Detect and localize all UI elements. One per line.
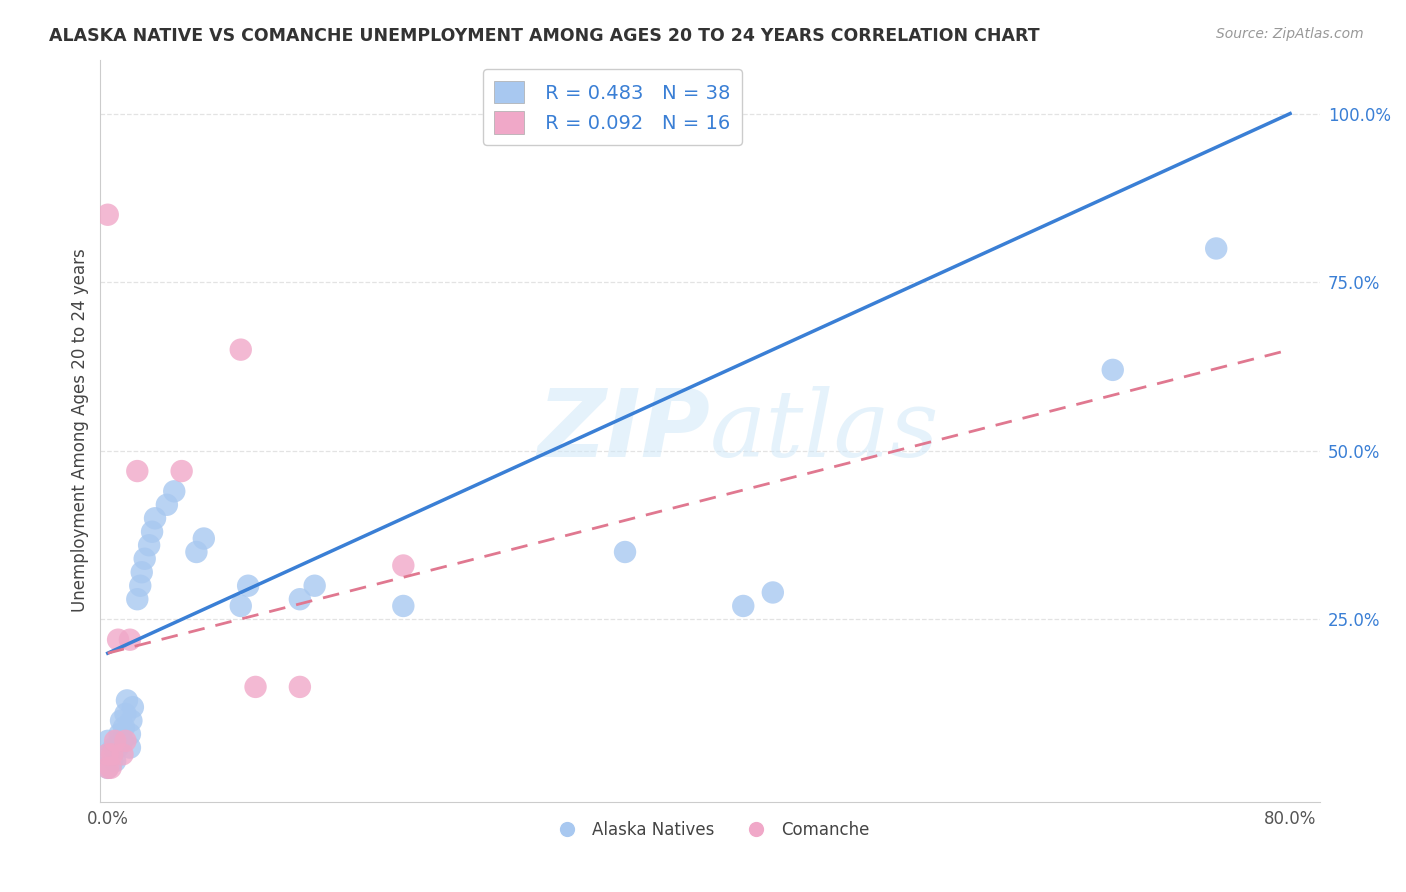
Point	[118, 727, 141, 741]
Y-axis label: Unemployment Among Ages 20 to 24 years: Unemployment Among Ages 20 to 24 years	[72, 249, 89, 613]
Point	[97, 747, 120, 762]
Point	[107, 740, 129, 755]
Point	[131, 566, 153, 580]
Point	[1205, 242, 1227, 256]
Point	[97, 208, 120, 222]
Point	[108, 727, 131, 741]
Point	[104, 734, 127, 748]
Point	[127, 464, 149, 478]
Text: ALASKA NATIVE VS COMANCHE UNEMPLOYMENT AMONG AGES 20 TO 24 YEARS CORRELATION CHA: ALASKA NATIVE VS COMANCHE UNEMPLOYMENT A…	[49, 27, 1040, 45]
Point	[112, 720, 135, 734]
Point	[97, 761, 120, 775]
Point	[120, 714, 142, 728]
Point	[114, 734, 136, 748]
Point	[288, 680, 311, 694]
Point	[193, 532, 215, 546]
Point	[143, 511, 166, 525]
Point	[103, 740, 125, 755]
Text: ZIP: ZIP	[537, 384, 710, 476]
Point	[392, 558, 415, 573]
Text: atlas: atlas	[710, 385, 939, 475]
Point	[114, 706, 136, 721]
Point	[101, 754, 124, 768]
Point	[115, 693, 138, 707]
Point	[229, 343, 252, 357]
Point	[127, 592, 149, 607]
Point	[245, 680, 267, 694]
Point	[121, 700, 143, 714]
Point	[170, 464, 193, 478]
Point	[288, 592, 311, 607]
Point	[304, 579, 326, 593]
Legend: Alaska Natives, Comanche: Alaska Natives, Comanche	[544, 814, 876, 846]
Point	[110, 714, 132, 728]
Point	[1101, 363, 1123, 377]
Point	[236, 579, 259, 593]
Text: Source: ZipAtlas.com: Source: ZipAtlas.com	[1216, 27, 1364, 41]
Point	[97, 734, 120, 748]
Point	[111, 747, 134, 762]
Point	[138, 538, 160, 552]
Point	[111, 734, 134, 748]
Point	[614, 545, 637, 559]
Point	[97, 747, 120, 762]
Point	[733, 599, 755, 613]
Point	[118, 740, 141, 755]
Point	[141, 524, 163, 539]
Point	[104, 754, 127, 768]
Point	[229, 599, 252, 613]
Point	[762, 585, 785, 599]
Point	[156, 498, 179, 512]
Point	[129, 579, 152, 593]
Point	[97, 761, 120, 775]
Point	[101, 747, 124, 762]
Point	[392, 599, 415, 613]
Point	[100, 761, 122, 775]
Point	[186, 545, 208, 559]
Point	[107, 632, 129, 647]
Point	[118, 632, 141, 647]
Point	[134, 551, 156, 566]
Point	[163, 484, 186, 499]
